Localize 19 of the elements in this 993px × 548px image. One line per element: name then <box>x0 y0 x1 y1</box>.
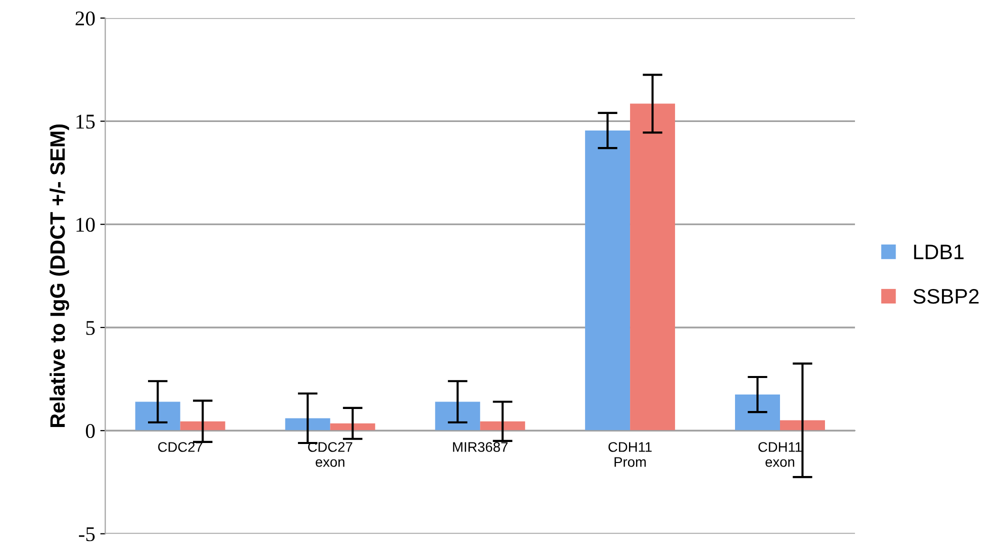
bar <box>585 130 630 431</box>
y-tick-label: 10 <box>76 218 95 232</box>
x-tick-label: MIR3687 <box>453 442 508 452</box>
y-tick-label: 5 <box>86 321 95 335</box>
bar <box>435 402 480 431</box>
y-tick-label: 15 <box>76 114 95 129</box>
y-tick-label: 20 <box>76 11 95 26</box>
bar <box>135 402 180 431</box>
bar <box>285 418 330 431</box>
x-tick-label: CDH11 exon <box>758 442 802 467</box>
x-tick-label: CDC27 <box>158 442 202 452</box>
y-tick-label: -5 <box>78 527 95 542</box>
bar <box>735 394 780 431</box>
legend-label: SSBP2 <box>913 288 979 304</box>
x-tick-label: CDH11 Prom <box>608 442 652 467</box>
legend-label: LDB1 <box>914 244 964 260</box>
y-axis-title: Relative to IgG (DDCT +/- SEM) <box>50 124 70 428</box>
bar <box>630 104 676 431</box>
y-tick-label: 0 <box>86 424 95 438</box>
